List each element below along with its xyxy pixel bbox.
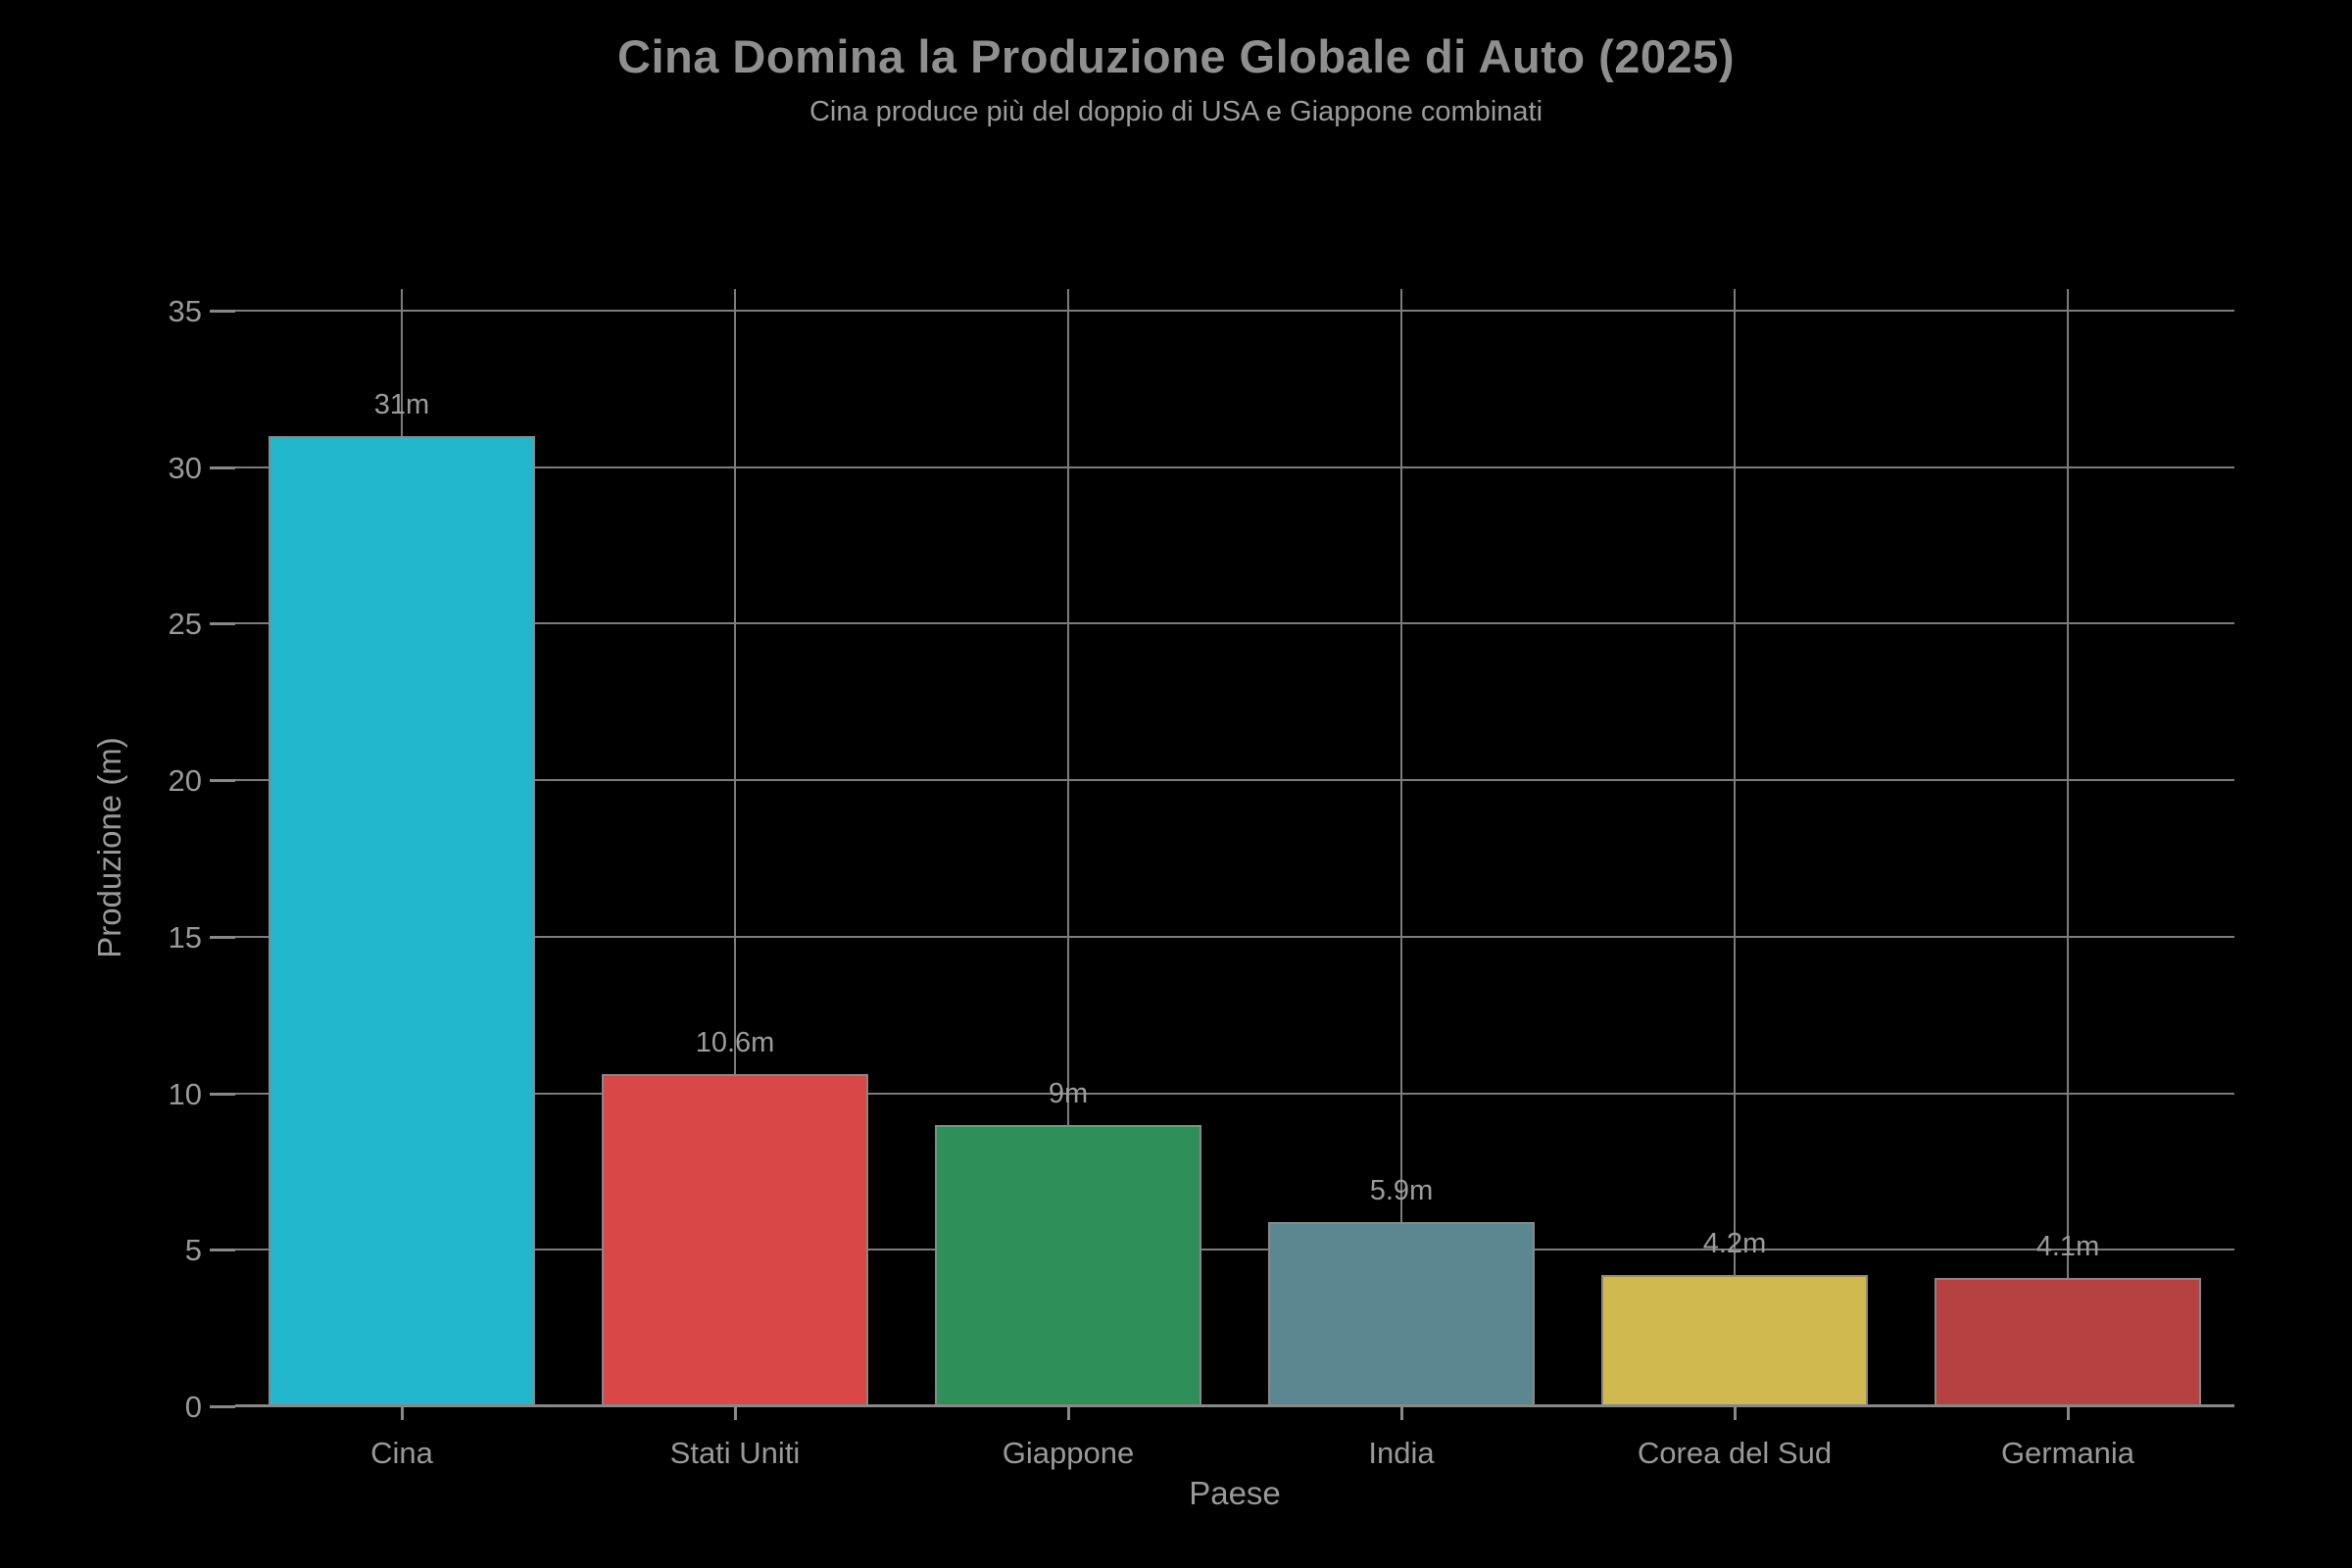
x-tick-corea-del-sud	[1733, 1406, 1737, 1420]
bar-giappone	[935, 1124, 1201, 1406]
x-tick-stati-uniti	[733, 1406, 737, 1420]
y-tick-15	[210, 935, 235, 939]
y-gridline-15	[235, 935, 2234, 938]
bar-stati-uniti	[602, 1074, 868, 1406]
x-tick-germania	[2066, 1406, 2070, 1420]
x-gridline-india	[1400, 289, 1402, 1406]
y-tick-label-35: 35	[168, 294, 202, 328]
x-gridline-germania	[2067, 289, 2069, 1406]
x-tick-label-india: India	[1368, 1436, 1435, 1470]
y-tick-label-20: 20	[168, 763, 202, 799]
bar-value-india: 5.9m	[1369, 1174, 1434, 1206]
x-gridline-giappone	[1067, 289, 1069, 1406]
y-tick-10	[210, 1092, 235, 1096]
y-tick-label-15: 15	[168, 919, 202, 955]
y-gridline-5	[235, 1249, 2234, 1251]
chart-title: Cina Domina la Produzione Globale di Aut…	[617, 30, 1735, 82]
y-gridline-20	[235, 779, 2234, 782]
bar-value-germania: 4.1m	[2035, 1231, 2100, 1263]
y-gridline-30	[235, 466, 2234, 468]
bar-india	[1268, 1221, 1535, 1406]
x-tick-label-giappone: Giappone	[1002, 1436, 1135, 1470]
x-tick-label-corea-del-sud: Corea del Sud	[1637, 1436, 1833, 1470]
x-gridline-corea-del-sud	[1734, 289, 1736, 1406]
x-tick-giappone	[1066, 1406, 1070, 1420]
y-tick-35	[210, 310, 235, 313]
bar-value-stati-uniti: 10.6m	[695, 1027, 775, 1059]
y-gridline-10	[235, 1092, 2234, 1095]
x-axis-line	[235, 1404, 2234, 1407]
bar-corea-del-sud	[1601, 1274, 1868, 1406]
chart-subtitle: Cina produce più del doppio di USA e Gia…	[808, 96, 1544, 127]
y-tick-label-0: 0	[184, 1390, 202, 1424]
y-tick-0	[210, 1405, 235, 1408]
y-tick-label-25: 25	[168, 607, 202, 642]
y-tick-25	[210, 622, 235, 626]
y-tick-30	[210, 466, 235, 469]
x-tick-label-stati-uniti: Stati Uniti	[669, 1436, 801, 1470]
x-tick-label-germania: Germania	[2000, 1436, 2135, 1470]
bar-cina	[269, 435, 535, 1406]
y-tick-label-10: 10	[168, 1076, 202, 1111]
y-tick-label-5: 5	[184, 1233, 202, 1268]
y-tick-label-30: 30	[168, 450, 202, 485]
y-tick-20	[210, 779, 235, 783]
y-gridline-35	[235, 310, 2234, 312]
x-tick-cina	[400, 1406, 404, 1420]
bar-value-giappone: 9m	[1048, 1077, 1089, 1109]
x-axis-label: Paese	[1189, 1475, 1281, 1511]
bar-germania	[1935, 1278, 2201, 1406]
y-tick-5	[210, 1249, 235, 1252]
x-gridline-stati-uniti	[734, 289, 736, 1406]
bar-value-corea-del-sud: 4.2m	[1702, 1227, 1767, 1259]
x-tick-india	[1399, 1406, 1403, 1420]
y-gridline-25	[235, 622, 2234, 625]
plot-area: 0 5 10 15 20 25 30 35 31m Cina 10.6m Stati Uniti 9m G…	[169, 289, 2234, 1470]
x-tick-label-cina: Cina	[370, 1436, 433, 1470]
bar-value-cina: 31m	[373, 388, 430, 420]
